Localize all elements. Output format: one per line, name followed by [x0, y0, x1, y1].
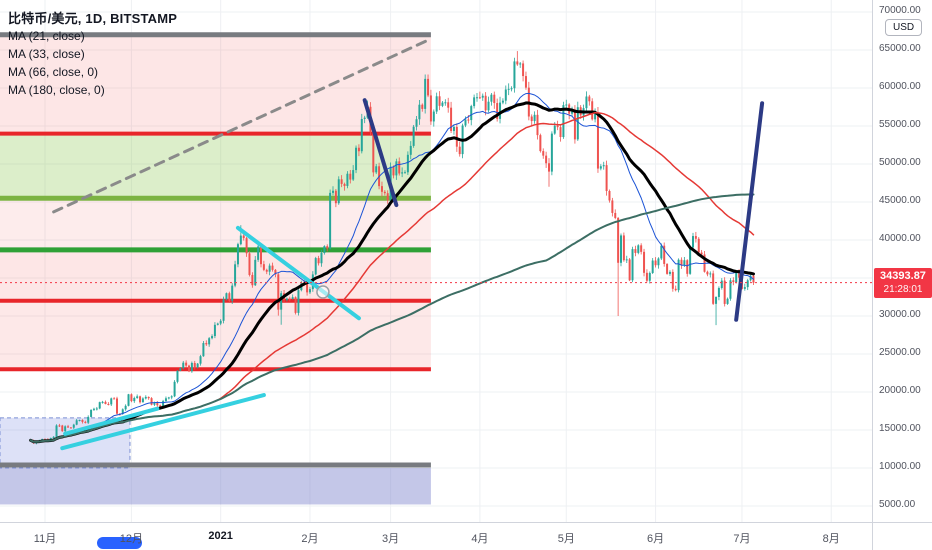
chart-legend: 比特币/美元, 1D, BITSTAMP MA (21, close) MA (… [8, 8, 177, 99]
currency-unit-button[interactable]: USD [885, 19, 923, 36]
current-price-value: 34393.87 [880, 269, 926, 282]
price-zone[interactable] [0, 133, 431, 199]
navy-projection-line[interactable] [734, 101, 765, 322]
time-axis[interactable]: 11月 12月 2021 2月 3月 4月 5月 6月 7月 8月 [0, 522, 872, 550]
cyan-falling-line[interactable] [235, 225, 361, 321]
price-tick-label: 55000.00 [879, 119, 921, 130]
navy-falling-line[interactable] [362, 98, 399, 208]
indicator-ma-33[interactable]: MA (33, close) [8, 47, 85, 61]
price-tick-label: 40000.00 [879, 233, 921, 244]
symbol-title[interactable]: 比特币/美元, 1D, BITSTAMP [8, 11, 178, 26]
price-tick-label: 15000.00 [879, 423, 921, 434]
price-tick-label: 65000.00 [879, 43, 921, 54]
rising-dashed-trendline[interactable] [52, 38, 430, 214]
axis-corner [872, 522, 932, 550]
time-tick-label: 8月 [822, 533, 840, 545]
bar-countdown: 21:28:01 [883, 283, 923, 295]
price-zone[interactable] [0, 34, 431, 134]
time-tick-label: 5月 [557, 533, 575, 545]
price-tick-label: 70000.00 [879, 5, 921, 16]
price-tick-label: 45000.00 [879, 195, 921, 206]
price-tick-label: 60000.00 [879, 81, 921, 92]
ma-line-180[interactable] [29, 193, 755, 443]
current-price-badge: 34393.87 21:28:01 [874, 267, 932, 298]
ma-line-21[interactable] [30, 92, 754, 443]
price-zone[interactable] [0, 249, 431, 301]
time-tick-label: 12月 [119, 533, 144, 545]
price-tick-label: 20000.00 [879, 385, 921, 396]
time-axis-marker[interactable] [97, 537, 142, 549]
price-chart[interactable] [0, 0, 872, 522]
price-tick-label: 10000.00 [879, 461, 921, 472]
price-tick-label: 30000.00 [879, 309, 921, 320]
drawing-anchor[interactable] [316, 285, 330, 299]
time-tick-label: 2021 [208, 530, 233, 542]
time-tick-label: 7月 [733, 533, 751, 545]
time-tick-label: 4月 [471, 533, 489, 545]
time-tick-label: 2月 [301, 533, 319, 545]
indicator-ma-66[interactable]: MA (66, close, 0) [8, 65, 99, 79]
time-tick-label: 6月 [646, 533, 665, 545]
price-zone[interactable] [0, 468, 431, 505]
cyan-support-short[interactable] [63, 406, 160, 436]
price-zone[interactable] [0, 198, 431, 250]
cyan-support-long[interactable] [60, 393, 266, 451]
price-tick-label: 25000.00 [879, 347, 921, 358]
indicator-ma-180[interactable]: MA (180, close, 0) [8, 83, 105, 97]
time-tick-label: 11月 [33, 533, 57, 545]
price-tick-label: 50000.00 [879, 157, 921, 168]
price-axis[interactable]: USD 34393.87 21:28:01 70000.00 65000.00 60… [872, 0, 932, 522]
price-tick-label: 5000.00 [879, 499, 916, 510]
time-tick-label: 3月 [382, 533, 400, 545]
indicator-ma-21[interactable]: MA (21, close) [8, 29, 85, 43]
